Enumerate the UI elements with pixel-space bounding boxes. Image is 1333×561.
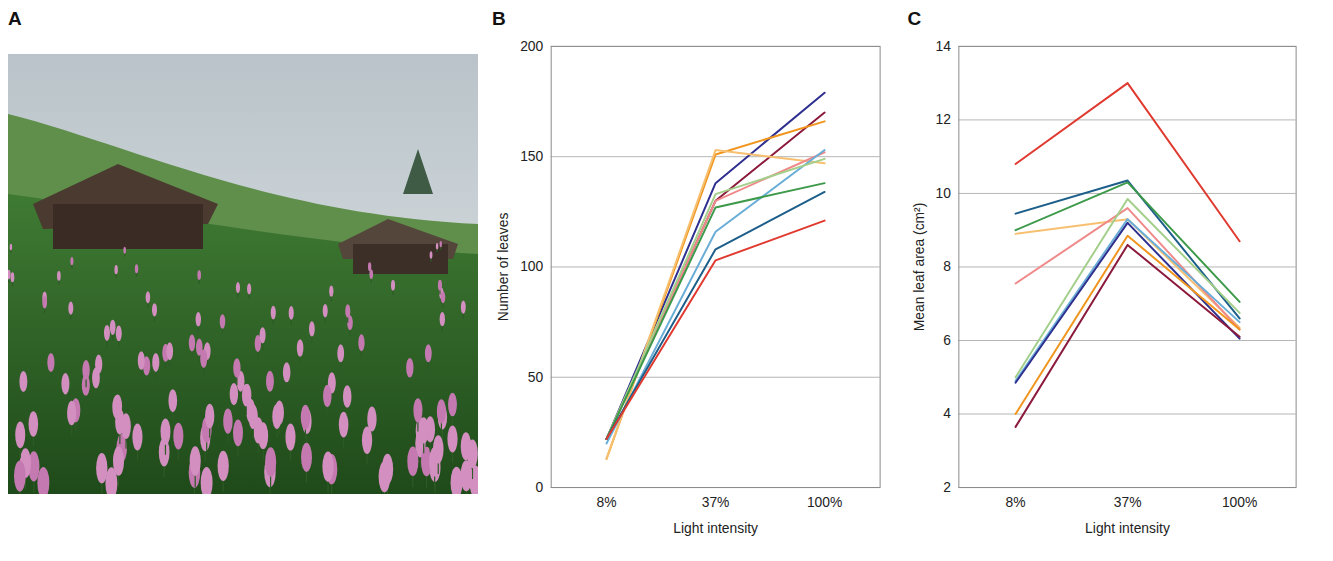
html-text:A: A	[8, 8, 22, 29]
svg-text:Mean leaf area (cm²): Mean leaf area (cm²)	[911, 203, 927, 332]
svg-text:50: 50	[528, 369, 544, 385]
svg-text:150: 150	[520, 148, 543, 164]
svg-text:10: 10	[935, 185, 951, 201]
svg-text:8: 8	[943, 258, 951, 274]
svg-text:Light intensity: Light intensity	[673, 520, 758, 536]
svg-text:100%: 100%	[1221, 494, 1256, 510]
svg-text:8%: 8%	[1005, 494, 1025, 510]
svg-text:37%: 37%	[702, 494, 730, 510]
svg-text:2: 2	[943, 479, 951, 495]
svg-text:8%: 8%	[596, 494, 616, 510]
svg-text:100%: 100%	[807, 494, 842, 510]
svg-text:100: 100	[520, 258, 543, 274]
html-text:B: B	[492, 8, 506, 29]
svg-text:6: 6	[943, 332, 951, 348]
svg-text:Number of leaves: Number of leaves	[495, 213, 511, 322]
svg-text:200: 200	[520, 38, 543, 54]
svg-text:Light intensity: Light intensity	[1085, 520, 1170, 536]
svg-text:37%: 37%	[1113, 494, 1141, 510]
svg-text:0: 0	[536, 479, 544, 495]
html-text:C: C	[907, 8, 922, 29]
svg-text:12: 12	[935, 111, 951, 127]
svg-text:14: 14	[935, 38, 951, 54]
svg-text:4: 4	[943, 405, 951, 421]
